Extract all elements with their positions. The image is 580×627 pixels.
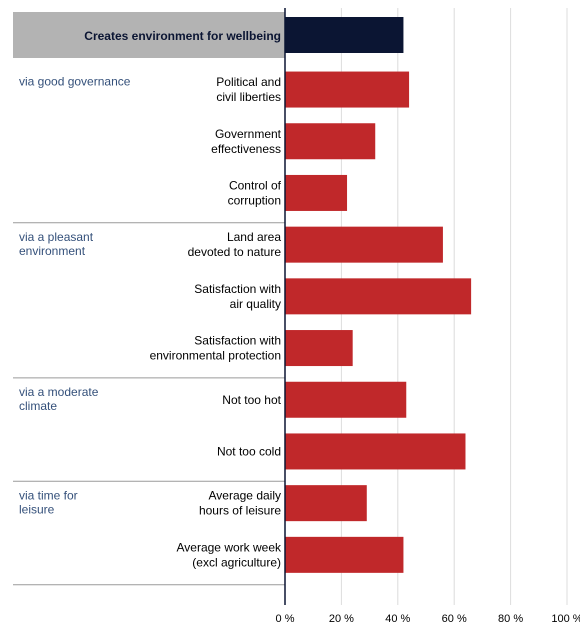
x-tick-label: 40 % [385, 613, 410, 625]
bar-label: Political and [216, 75, 281, 89]
bar [285, 536, 404, 573]
bar-label: Not too hot [222, 393, 281, 407]
bar-label: Not too cold [217, 444, 281, 458]
bar [285, 71, 410, 108]
group-label: via time for [19, 488, 78, 502]
group-label: leisure [19, 502, 55, 516]
bar-label: environmental protection [150, 349, 281, 363]
bar-label: Land area [227, 230, 281, 244]
bar-label: Control of [229, 178, 282, 192]
bar [285, 123, 376, 160]
bar-label: civil liberties [216, 90, 281, 104]
group-label: via a pleasant [19, 230, 94, 244]
header-bar [285, 17, 404, 53]
bar [285, 278, 472, 315]
bar-label: corruption [228, 193, 281, 207]
group-label: environment [19, 244, 86, 258]
bar-label: Satisfaction with [194, 282, 281, 296]
x-tick-label: 100 % [551, 613, 580, 625]
bar-label: effectiveness [211, 142, 281, 156]
bar [285, 485, 367, 522]
bar-label: hours of leisure [199, 504, 281, 518]
group-label: climate [19, 399, 57, 413]
bar-label: air quality [230, 297, 281, 311]
bar-label: Satisfaction with [194, 334, 281, 348]
bar [285, 330, 353, 367]
x-tick-label: 80 % [498, 613, 523, 625]
bar [285, 433, 466, 470]
bar [285, 226, 443, 263]
bar-label: Average work week [177, 540, 282, 554]
bar-label: devoted to nature [188, 245, 282, 259]
header-band [13, 12, 285, 58]
bar-label: (excl agriculture) [192, 555, 281, 569]
bar [285, 381, 407, 418]
group-label: via a moderate [19, 385, 99, 399]
x-tick-label: 20 % [329, 613, 354, 625]
header-label: Creates environment for wellbeing [84, 29, 281, 43]
bar [285, 174, 348, 211]
bar-label: Average daily [209, 489, 282, 503]
x-tick-label: 60 % [442, 613, 467, 625]
x-tick-label: 0 % [276, 613, 295, 625]
group-label: via good governance [19, 75, 131, 89]
bar-label: Government [215, 127, 282, 141]
